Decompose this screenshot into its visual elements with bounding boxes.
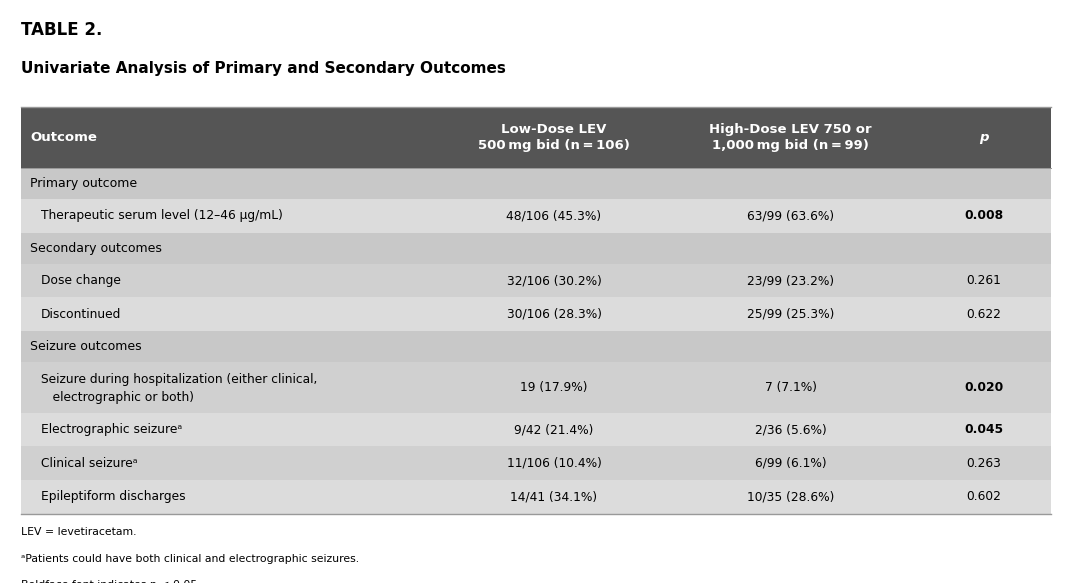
Text: 25/99 (25.3%): 25/99 (25.3%) xyxy=(747,308,834,321)
Text: electrographic or both): electrographic or both) xyxy=(41,391,194,404)
Text: Clinical seizureᵃ: Clinical seizureᵃ xyxy=(41,456,137,470)
Text: 7 (7.1%): 7 (7.1%) xyxy=(764,381,817,394)
Text: Epileptiform discharges: Epileptiform discharges xyxy=(41,490,185,503)
Text: Low-Dose LEV
500 mg bid (n = 106): Low-Dose LEV 500 mg bid (n = 106) xyxy=(478,123,630,152)
Bar xyxy=(21,480,1051,514)
Text: Seizure during hospitalization (either clinical,: Seizure during hospitalization (either c… xyxy=(41,373,317,386)
Bar xyxy=(21,264,1051,297)
Text: 0.263: 0.263 xyxy=(966,456,1001,470)
Text: Seizure outcomes: Seizure outcomes xyxy=(30,340,142,353)
Bar xyxy=(21,233,1051,264)
Text: Discontinued: Discontinued xyxy=(41,308,121,321)
Text: 6/99 (6.1%): 6/99 (6.1%) xyxy=(755,456,827,470)
Text: 0.602: 0.602 xyxy=(966,490,1001,503)
Text: 32/106 (30.2%): 32/106 (30.2%) xyxy=(507,274,601,287)
Text: Therapeutic serum level (12–46 μg/mL): Therapeutic serum level (12–46 μg/mL) xyxy=(41,209,283,223)
Text: Boldface font indicates p < 0.05.: Boldface font indicates p < 0.05. xyxy=(21,581,202,583)
Bar xyxy=(21,297,1051,331)
Text: High-Dose LEV 750 or
1,000 mg bid (n = 99): High-Dose LEV 750 or 1,000 mg bid (n = 9… xyxy=(710,123,872,152)
Text: 10/35 (28.6%): 10/35 (28.6%) xyxy=(747,490,834,503)
Text: Outcome: Outcome xyxy=(30,131,96,144)
Bar xyxy=(21,168,1051,199)
Text: 0.045: 0.045 xyxy=(964,423,1003,436)
Bar xyxy=(21,447,1051,480)
Text: 14/41 (34.1%): 14/41 (34.1%) xyxy=(510,490,597,503)
Text: 0.622: 0.622 xyxy=(966,308,1001,321)
Text: p: p xyxy=(979,131,988,144)
Text: 0.008: 0.008 xyxy=(964,209,1003,223)
Text: 48/106 (45.3%): 48/106 (45.3%) xyxy=(506,209,601,223)
Text: 30/106 (28.3%): 30/106 (28.3%) xyxy=(506,308,601,321)
Text: 0.261: 0.261 xyxy=(966,274,1001,287)
Text: 19 (17.9%): 19 (17.9%) xyxy=(520,381,587,394)
Text: Dose change: Dose change xyxy=(41,274,121,287)
Text: 0.020: 0.020 xyxy=(964,381,1003,394)
Text: Electrographic seizureᵃ: Electrographic seizureᵃ xyxy=(41,423,182,436)
Text: 2/36 (5.6%): 2/36 (5.6%) xyxy=(755,423,827,436)
Text: Secondary outcomes: Secondary outcomes xyxy=(30,242,162,255)
Bar xyxy=(21,413,1051,447)
Bar xyxy=(21,331,1051,362)
Bar xyxy=(21,199,1051,233)
Text: 11/106 (10.4%): 11/106 (10.4%) xyxy=(507,456,601,470)
Text: LEV = levetiracetam.: LEV = levetiracetam. xyxy=(21,527,137,537)
Bar xyxy=(21,362,1051,413)
Text: 63/99 (63.6%): 63/99 (63.6%) xyxy=(747,209,834,223)
Text: ᵃPatients could have both clinical and electrographic seizures.: ᵃPatients could have both clinical and e… xyxy=(21,554,359,564)
Text: 23/99 (23.2%): 23/99 (23.2%) xyxy=(747,274,834,287)
Text: 9/42 (21.4%): 9/42 (21.4%) xyxy=(515,423,594,436)
Text: TABLE 2.: TABLE 2. xyxy=(21,22,103,40)
Text: Primary outcome: Primary outcome xyxy=(30,177,137,190)
Text: Univariate Analysis of Primary and Secondary Outcomes: Univariate Analysis of Primary and Secon… xyxy=(21,61,506,76)
